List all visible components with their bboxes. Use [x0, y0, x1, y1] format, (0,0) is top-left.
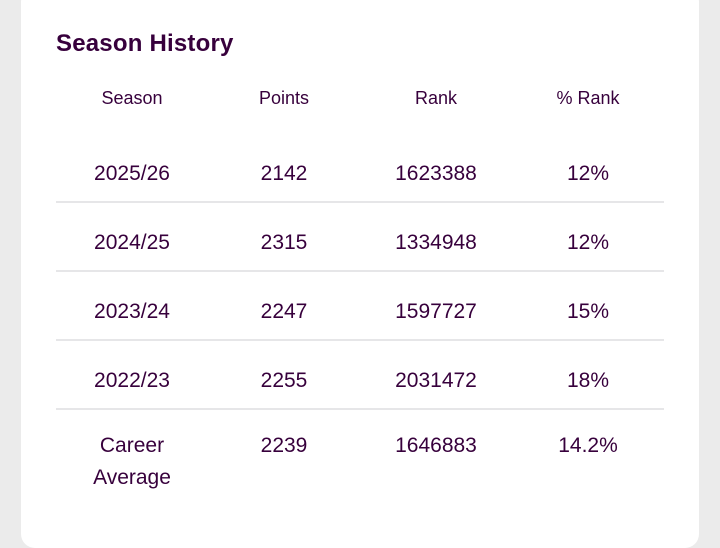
rank-cell: 1623388 [395, 162, 477, 185]
card-title: Season History [56, 30, 234, 57]
table-row: 2024/25 2315 1334948 12% [56, 203, 664, 272]
percent-rank-cell: 12% [566, 231, 610, 254]
season-cell: 2024/25 [94, 231, 170, 254]
table-row: 2023/24 2247 1597727 15% [56, 272, 664, 341]
points-cell: 2315 [260, 231, 308, 254]
career-average-label: Career Average [93, 434, 171, 489]
percent-rank-cell: 14.2% [558, 434, 618, 457]
season-cell: 2022/23 [94, 369, 170, 392]
column-header-points: Points [258, 88, 310, 108]
table-row: 2022/23 2255 2031472 18% [56, 341, 664, 410]
points-cell: 2142 [260, 162, 308, 185]
points-cell: 2239 [260, 434, 308, 457]
percent-rank-cell: 18% [566, 369, 610, 392]
season-cell: Career Average [56, 430, 208, 494]
percent-rank-cell: 12% [566, 162, 610, 185]
rank-cell: 1646883 [395, 434, 477, 457]
rank-cell: 2031472 [395, 369, 477, 392]
rank-cell: 1334948 [395, 231, 477, 254]
percent-rank-cell: 15% [566, 300, 610, 323]
career-average-row: Career Average 2239 1646883 14.2% [56, 410, 664, 500]
season-history-table: Season Points Rank % Rank 2025/26 2142 1… [56, 74, 664, 500]
table-row: 2025/26 2142 1623388 12% [56, 134, 664, 203]
rank-cell: 1597727 [395, 300, 477, 323]
season-history-card: Season History Season Points Rank % Rank… [21, 0, 699, 548]
season-cell: 2025/26 [94, 162, 170, 185]
season-cell: 2023/24 [94, 300, 170, 323]
points-cell: 2255 [260, 369, 308, 392]
table-header: Season Points Rank % Rank [56, 74, 664, 134]
column-header-rank: Rank [414, 88, 458, 108]
column-header-season: Season [101, 88, 163, 108]
column-header-percent-rank: % Rank [556, 88, 620, 108]
points-cell: 2247 [260, 300, 308, 323]
